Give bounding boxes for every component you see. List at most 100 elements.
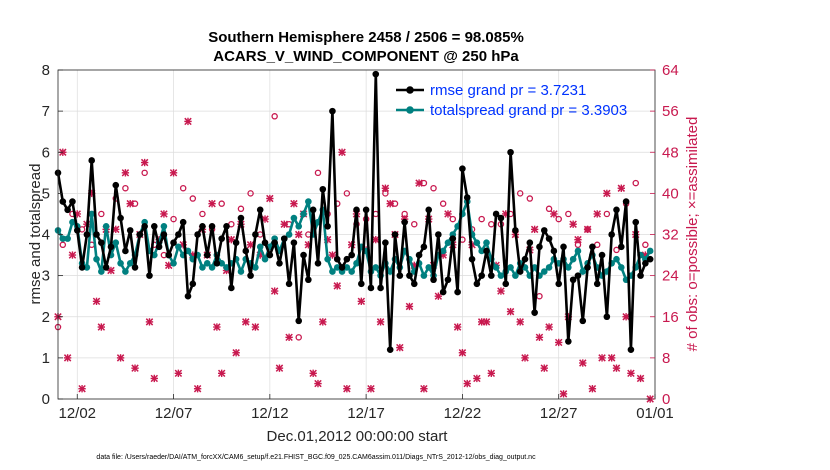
totalspread-point — [512, 272, 519, 279]
possible-obs-marker — [189, 195, 197, 202]
assimilated-obs-marker — [583, 225, 592, 234]
assimilated-obs-marker — [184, 117, 192, 126]
totalspread-point — [237, 268, 245, 275]
possible-obs-marker — [545, 205, 553, 213]
rmse-point — [194, 231, 201, 238]
totalspread-point — [646, 247, 654, 255]
totalspread-point — [170, 259, 177, 267]
totalspread-point — [295, 222, 303, 230]
rmse-point — [497, 214, 505, 222]
rmse-point — [646, 255, 654, 263]
rmse-point — [540, 227, 548, 234]
totalspread-point — [372, 264, 380, 271]
possible-obs-marker — [642, 241, 649, 249]
y-tick-label: 7 — [42, 103, 50, 120]
data-file-footnote: data file: /Users/raeder/DAI/ATM_forcXX/… — [96, 454, 536, 461]
assimilated-obs-marker — [444, 210, 452, 218]
rmse-point — [160, 231, 168, 238]
rmse-point — [112, 181, 120, 189]
x-axis-label: Dec.01,2012 00:00:00 start — [267, 428, 449, 445]
totalspread-point — [540, 268, 548, 275]
y-right-tick-label: 16 — [662, 309, 679, 326]
assimilated-obs-marker — [116, 354, 125, 362]
assimilated-obs-marker — [497, 287, 505, 295]
possible-obs-marker — [295, 334, 302, 341]
rmse-point — [73, 227, 81, 234]
rmse-point — [319, 185, 327, 193]
legend: rmse grand pr = 3.7231 totalspread grand… — [396, 82, 627, 119]
rmse-point — [237, 214, 245, 222]
totalspread-point — [88, 210, 96, 218]
possible-obs-marker — [632, 179, 639, 187]
possible-obs-marker — [603, 210, 611, 218]
totalspread-point — [203, 259, 211, 267]
rmse-point — [117, 214, 124, 222]
totalspread-point — [353, 259, 360, 267]
totalspread-point — [531, 264, 538, 271]
possible-obs-marker — [439, 200, 447, 207]
rmse-point — [555, 280, 563, 288]
rmse-point — [348, 251, 355, 259]
chart-title: Southern Hemisphere 2458 / 2506 = 98.085… — [208, 29, 524, 46]
assimilated-obs-marker — [169, 169, 178, 177]
rmse-point — [338, 264, 346, 271]
assimilated-obs-marker — [506, 307, 515, 316]
assimilated-obs-marker — [92, 297, 101, 306]
rmse-point — [141, 222, 148, 230]
rmse-point — [170, 239, 177, 247]
y-right-tick-label: 0 — [662, 391, 670, 408]
assimilated-obs-marker — [535, 333, 544, 342]
rmse-point — [107, 243, 115, 251]
assimilated-obs-marker — [208, 199, 216, 208]
rmse-point — [223, 222, 230, 230]
assimilated-obs-marker — [290, 199, 298, 208]
rmse-point — [213, 259, 221, 267]
y-tick-label: 8 — [42, 62, 50, 79]
rmse-point — [362, 206, 370, 214]
rmse-point — [377, 284, 384, 292]
y-axis-right-label: # of obs: o=possible; ×=assimilated — [684, 117, 701, 352]
rmse-point — [136, 231, 144, 238]
rmse-point — [218, 235, 225, 242]
rmse-point — [358, 280, 365, 288]
totalspread-point — [83, 264, 91, 271]
possible-obs-marker — [170, 215, 177, 223]
rmse-point — [536, 243, 543, 251]
assimilated-obs-marker — [420, 384, 428, 393]
rmse-point — [305, 276, 312, 284]
assimilated-obs-marker — [140, 158, 149, 167]
rmse-point — [627, 346, 635, 353]
assimilated-obs-marker — [473, 374, 481, 383]
assimilated-obs-marker — [588, 384, 597, 393]
rmse-point — [574, 272, 582, 279]
rmse-point — [593, 280, 601, 288]
rmse-point — [430, 276, 437, 284]
legend-totalspread-label: totalspread grand pr = 3.3903 — [430, 102, 627, 119]
totalspread-point — [348, 268, 355, 275]
possible-obs-marker — [98, 210, 105, 218]
rmse-point — [252, 231, 259, 238]
rmse-point — [290, 239, 298, 247]
assimilated-obs-marker — [294, 230, 303, 239]
rmse-point — [459, 165, 466, 172]
rmse-point — [526, 239, 534, 247]
possible-obs-marker — [488, 220, 495, 228]
assimilated-obs-marker — [338, 148, 346, 156]
x-tick-label: 12/17 — [347, 405, 385, 422]
assimilated-obs-marker — [516, 318, 524, 326]
rmse-point — [406, 272, 413, 279]
totalspread-point — [483, 239, 490, 247]
rmse-point — [329, 107, 336, 115]
rmse-point — [98, 239, 105, 247]
x-tick-label: 01/01 — [636, 405, 674, 422]
assimilated-obs-marker — [63, 354, 72, 362]
rmse-point — [165, 251, 173, 259]
assimilated-obs-marker — [372, 235, 380, 244]
rmse-point — [175, 231, 182, 238]
legend-rmse-marker — [406, 86, 414, 94]
rmse-series-line — [56, 72, 652, 351]
rmse-point — [632, 218, 640, 226]
possible-obs-marker — [411, 220, 418, 228]
assimilated-obs-marker — [213, 323, 221, 331]
